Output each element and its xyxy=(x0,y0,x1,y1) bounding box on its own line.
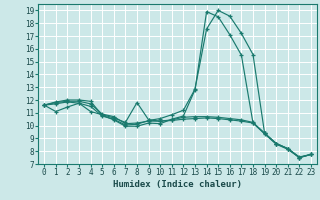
X-axis label: Humidex (Indice chaleur): Humidex (Indice chaleur) xyxy=(113,180,242,189)
